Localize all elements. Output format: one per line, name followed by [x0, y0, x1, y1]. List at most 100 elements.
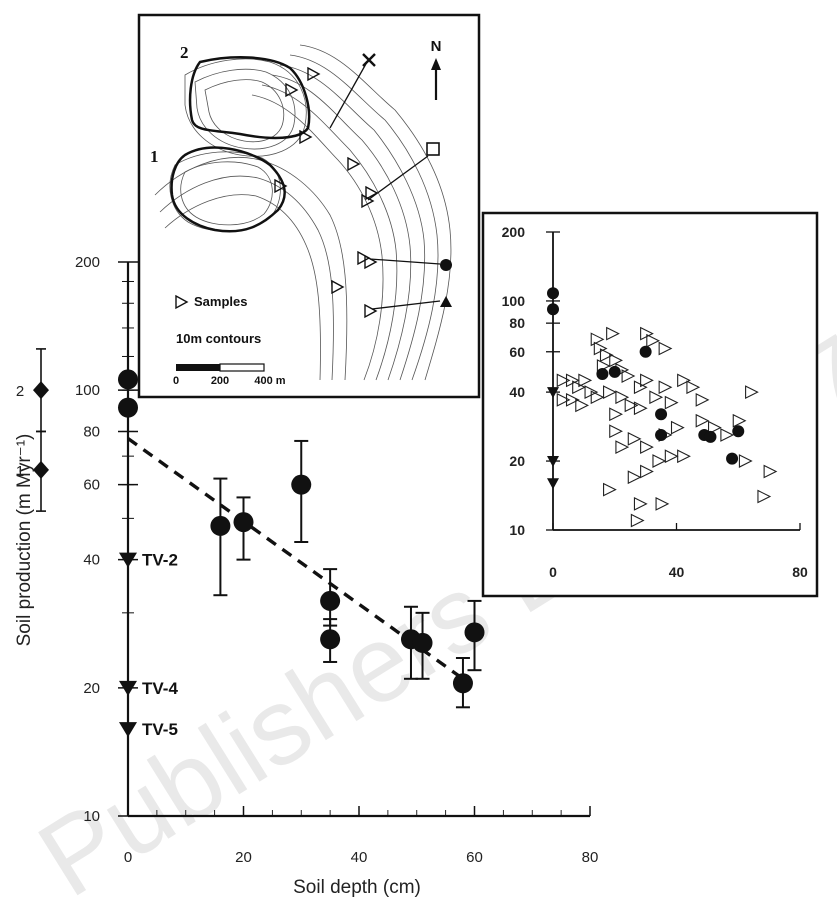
inset-x-tick-label: 0	[549, 564, 557, 580]
north-label: N	[431, 38, 442, 55]
y-tick-label: 80	[83, 423, 100, 440]
data-point-circle	[320, 629, 341, 650]
legend-contours: 10m contours	[176, 331, 261, 346]
north-arrow-icon	[431, 58, 441, 70]
data-point-circle	[320, 590, 341, 611]
legend-samples: Samples	[194, 294, 247, 309]
data-point-circle	[118, 397, 138, 418]
inset-sample-triangle	[599, 348, 614, 363]
inset-data-circle	[726, 452, 739, 465]
inset-sample-triangle	[590, 390, 605, 405]
inset-sample-triangle	[646, 333, 661, 348]
tv-label: TV-2	[142, 551, 178, 570]
data-point-triangle	[119, 552, 137, 568]
basin-2-outline	[188, 56, 311, 140]
inset-sample-triangle	[575, 398, 590, 413]
x-tick-label: 60	[466, 849, 483, 866]
north-arrow: N	[431, 38, 442, 100]
side-markers: 21	[16, 348, 49, 512]
triangle-symbol	[440, 296, 452, 307]
inset-sample-triangle	[745, 385, 759, 399]
side-diamond-marker	[33, 381, 49, 400]
inset-sample-triangle	[615, 390, 630, 405]
inset-y-tick-label: 200	[502, 224, 526, 240]
tv-label: TV-5	[142, 720, 178, 739]
inset-sample-triangle	[621, 369, 636, 383]
inset-y-tick-label: 20	[509, 453, 525, 469]
inset-sample-triangle	[763, 464, 778, 479]
data-point-triangle	[119, 680, 137, 696]
inset-sample-triangle	[633, 497, 648, 511]
y-tick-label: 100	[75, 382, 100, 399]
inset-sample-triangle	[695, 392, 710, 407]
map-inset: N 2 1 Samples 10m contours 0 200 400 m	[137, 13, 481, 399]
y-tick-label: 10	[83, 808, 100, 825]
contour-lines	[154, 44, 452, 381]
inset-data-triangle	[547, 387, 559, 399]
inset-sample-triangle	[677, 373, 691, 388]
map-legend: Samples 10m contours 0 200 400 m	[173, 294, 286, 387]
scale-label-0: 0	[173, 375, 179, 387]
inset-data-circle	[596, 367, 609, 380]
data-point-circle	[118, 369, 138, 390]
square-symbol	[426, 142, 440, 156]
inset-sample-triangle	[732, 413, 747, 428]
inset-sample-triangle	[603, 482, 617, 497]
inset-frame	[481, 211, 819, 598]
inset-sample-triangle	[686, 380, 701, 395]
inset-sample-triangle	[609, 424, 623, 439]
inset-sample-triangle	[565, 392, 580, 407]
basin-1-outline	[170, 146, 286, 233]
side-marker-label: 2	[16, 383, 24, 400]
inset-sample-triangle	[606, 326, 620, 341]
inset-sample-triangle	[658, 380, 673, 395]
inset-sample-triangle	[640, 373, 654, 388]
inset-sample-triangle	[556, 373, 571, 388]
inset-data-circle	[608, 365, 621, 378]
inset-y-tick-label: 60	[509, 344, 525, 360]
scale-bar-filled	[176, 364, 220, 371]
inset-y-tick-label: 10	[509, 522, 525, 538]
main-points	[118, 369, 485, 694]
scale-label-400: 400 m	[254, 375, 285, 387]
inset-sample-triangle	[627, 470, 642, 485]
inset-data-circle	[655, 428, 668, 441]
scale-bar-empty	[219, 363, 265, 372]
inset-data-circle	[547, 303, 559, 316]
inset-sample-triangle	[649, 390, 664, 405]
inset-sample-triangle	[738, 454, 753, 468]
data-point-circle	[412, 632, 433, 653]
inset-sample-triangle	[627, 431, 642, 446]
inset-data-circle	[639, 345, 652, 358]
inset-sample-triangle	[590, 332, 605, 347]
basin-1-label: 1	[150, 147, 159, 166]
inset-sample-triangle	[640, 464, 654, 479]
y-tick-label: 20	[83, 680, 100, 697]
inset-sample-triangle	[677, 449, 691, 464]
x-tick-label: 20	[235, 849, 252, 866]
inset-sample-triangle	[640, 440, 654, 455]
inset-x-tick-label: 80	[792, 564, 808, 580]
inset-data-triangle	[547, 478, 559, 490]
inset-data-circle	[547, 287, 559, 300]
map-symbol-keys	[362, 53, 452, 307]
inset-sample-triangle	[664, 449, 679, 464]
inset-sample-triangle	[652, 454, 667, 468]
inset-plot: 0 40 80 10 20 40 60 80 100 200	[481, 211, 819, 598]
inset-sample-triangle	[655, 497, 670, 511]
inset-sample-triangle	[630, 513, 645, 528]
inset-sample-triangle	[609, 407, 623, 422]
data-point-circle	[291, 474, 312, 495]
y-tick-label: 200	[75, 254, 100, 271]
side-diamond-marker	[33, 460, 49, 479]
data-point-circle	[452, 673, 473, 694]
inset-sample-triangle	[578, 373, 593, 388]
samples-legend-icon	[175, 294, 189, 310]
inset-sample-triangle	[615, 440, 630, 455]
inset-sample-triangle	[670, 420, 685, 435]
y-axis-title: Soil production (m Myr⁻¹)	[14, 434, 35, 647]
map-leader-lines	[329, 61, 441, 310]
tv-label: TV-4	[142, 679, 178, 698]
